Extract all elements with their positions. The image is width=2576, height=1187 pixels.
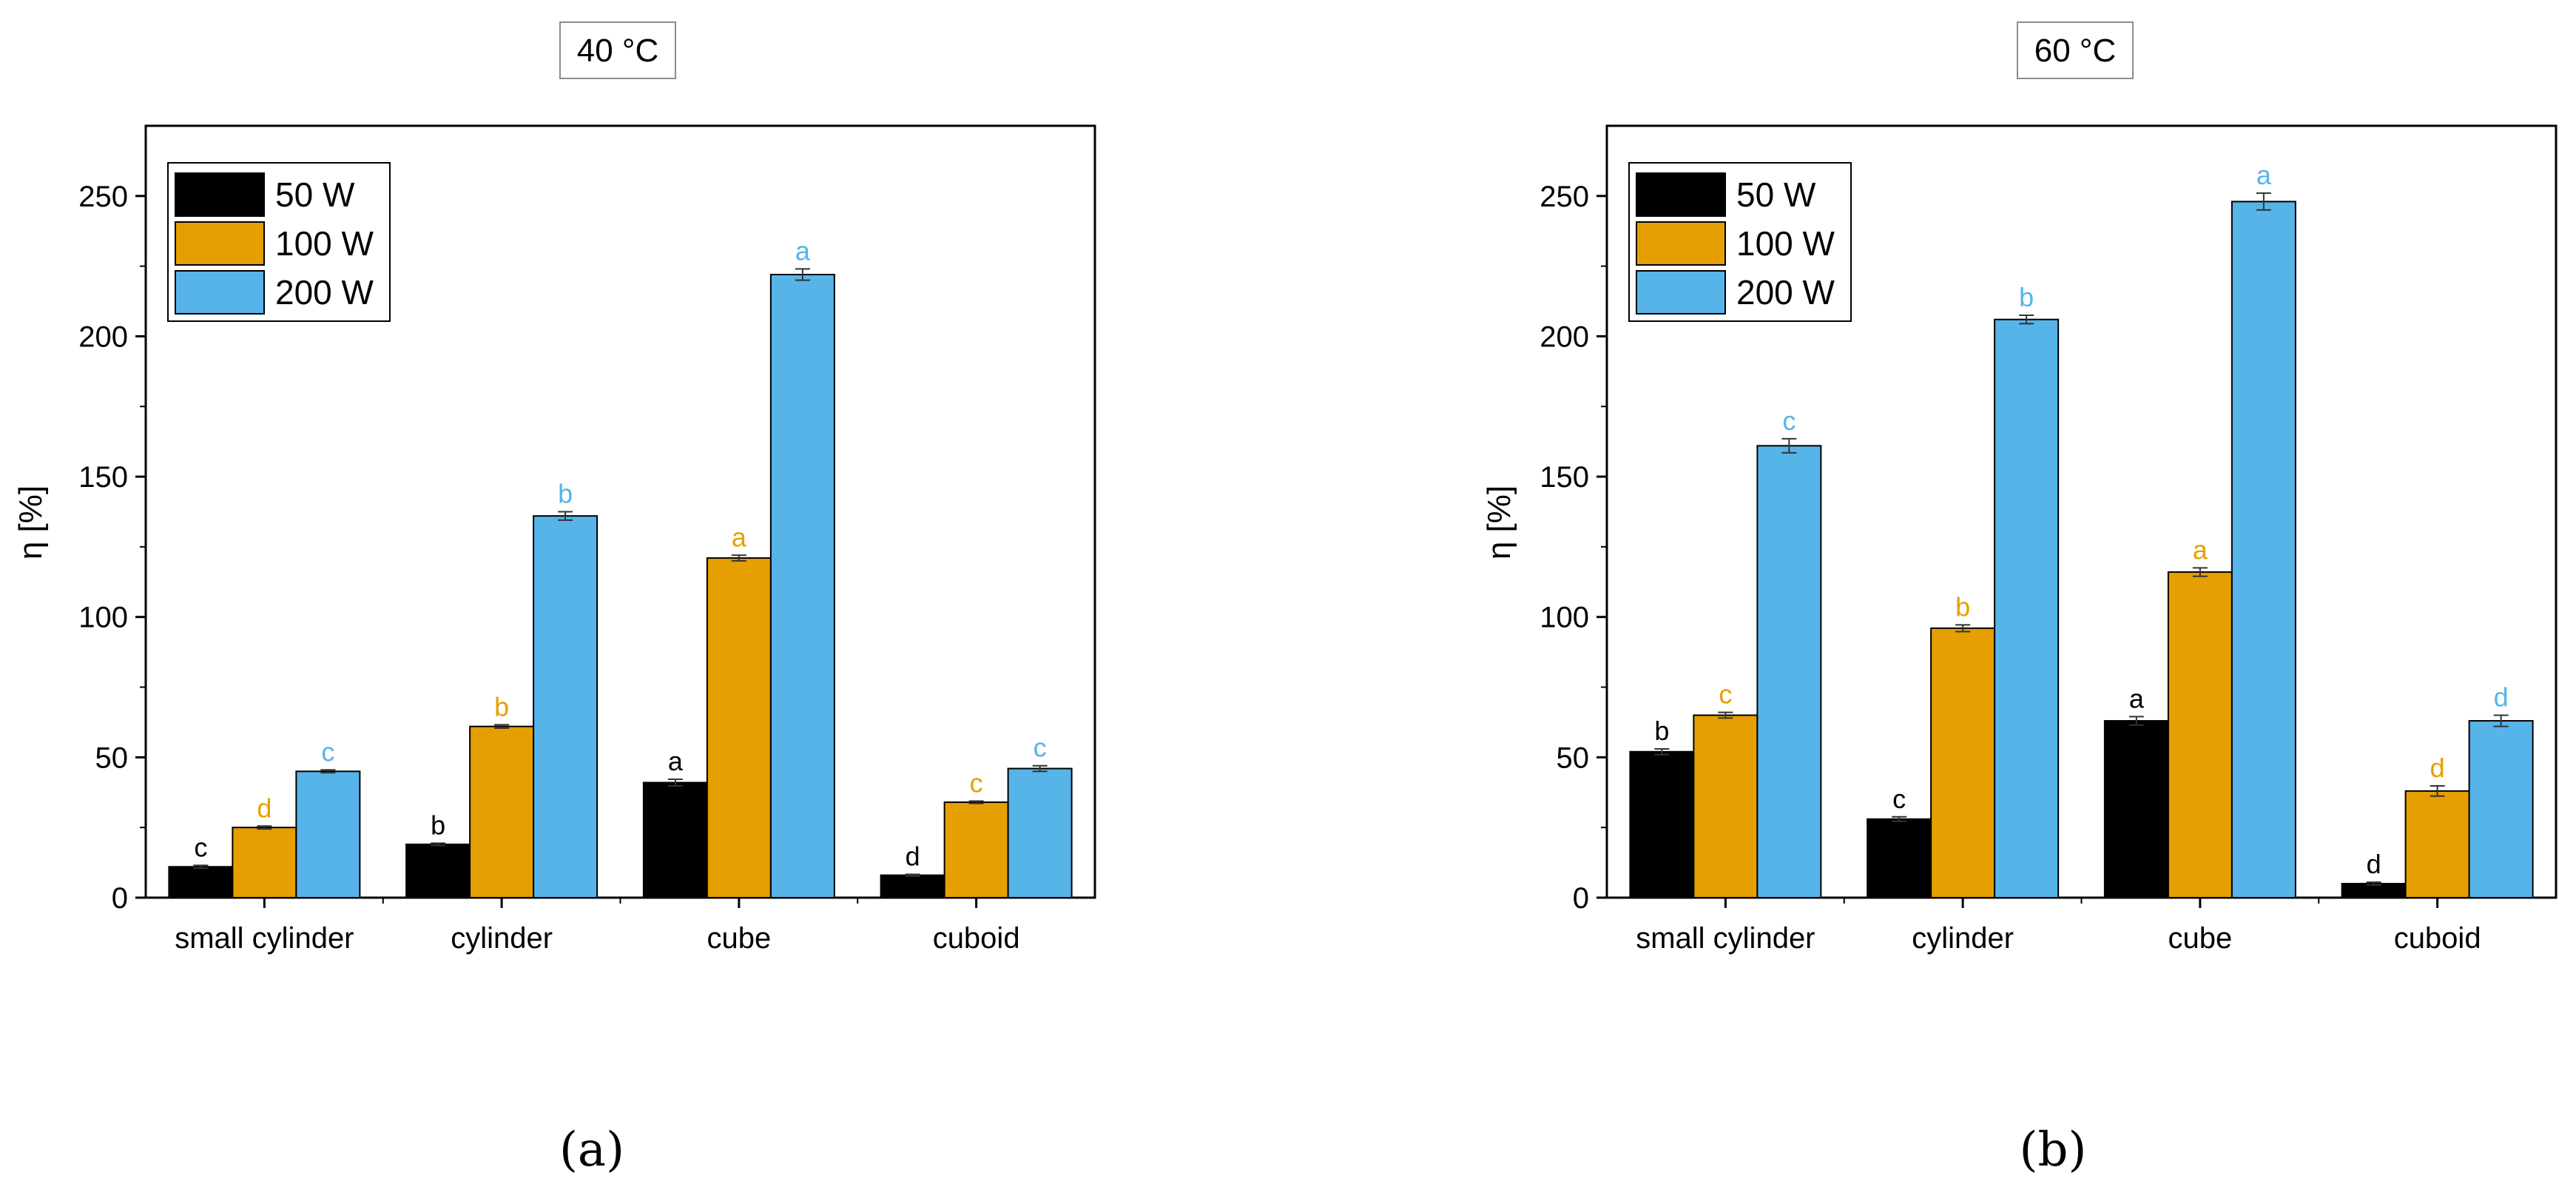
bar-100w-cylinder	[469, 725, 535, 898]
panel-label: (b)	[2020, 1123, 2087, 1177]
y-tick-label: 200	[1540, 320, 1589, 353]
significance-letter: d	[257, 793, 272, 823]
legend-label: 50 W	[275, 175, 355, 214]
bar-200w-small-cylinder	[295, 770, 361, 898]
bar-50w-small-cylinder	[168, 866, 234, 899]
y-tick-label: 100	[1540, 602, 1589, 634]
chart-panel-b: 60 °C 0 50 100 150 200 250 η [%] small cylinder b…	[1481, 21, 2558, 1177]
significance-letter: d	[906, 841, 920, 872]
bar-50w-cylinder	[405, 843, 471, 899]
significance-letter: d	[2430, 753, 2445, 783]
legend-label: 100 W	[1736, 224, 1835, 263]
bar-100w-cuboid	[2404, 790, 2470, 898]
significance-letter: b	[1654, 716, 1669, 746]
significance-letter: a	[668, 746, 684, 776]
y-tick-label: 250	[1540, 181, 1589, 213]
significance-letter: c	[1892, 784, 1906, 814]
bar-100w-cube	[2167, 571, 2233, 898]
bar-100w-cuboid	[943, 801, 1009, 898]
x-category-label: cuboid	[933, 922, 1020, 955]
bar-50w-cube	[642, 781, 708, 898]
y-tick-label: 150	[1540, 461, 1589, 494]
y-tick-label: 250	[78, 181, 128, 213]
x-category-label: cube	[707, 922, 772, 955]
bar-50w-cuboid	[880, 874, 945, 899]
bar-100w-cube	[706, 557, 772, 899]
bar-200w-cuboid	[2468, 720, 2534, 898]
bar-200w-cuboid	[1007, 767, 1073, 898]
significance-letter: c	[1034, 733, 1047, 763]
legend-swatch-100w	[175, 221, 265, 266]
legend-label: 50 W	[1736, 175, 1816, 214]
bar-200w-cylinder	[533, 515, 599, 898]
significance-letter: a	[732, 522, 747, 552]
chart-panel-a: 40 °C 0 50 100 150 200 250 η [%] small cylinder c…	[13, 21, 1096, 1177]
legend-swatch-100w	[1636, 221, 1726, 266]
significance-letter: a	[795, 235, 811, 266]
y-tick-label: 0	[1573, 882, 1589, 915]
y-tick-label: 50	[95, 742, 129, 774]
significance-letter: b	[1955, 591, 1970, 622]
legend-swatch-50w	[175, 172, 265, 217]
bar-50w-cube	[2103, 720, 2169, 898]
y-tick-label: 200	[78, 320, 128, 353]
legend-swatch-200w	[1636, 270, 1726, 315]
y-axis-label: η [%]	[1481, 485, 1517, 559]
x-category-label: small cylinder	[1636, 922, 1815, 955]
bar-50w-small-cylinder	[1629, 750, 1695, 899]
significance-letter: a	[2193, 534, 2208, 565]
significance-letter: c	[970, 768, 983, 798]
bar-100w-small-cylinder	[232, 827, 297, 898]
bar-200w-cube	[2231, 201, 2296, 898]
chart-title-box	[2017, 21, 2134, 79]
x-category-label: cylinder	[451, 922, 553, 955]
significance-letter: b	[431, 810, 445, 840]
significance-letter: b	[558, 479, 573, 509]
legend-label: 200 W	[1736, 273, 1835, 312]
significance-letter: c	[194, 832, 207, 862]
y-tick-label: 50	[1557, 742, 1590, 774]
significance-letter: c	[1719, 679, 1732, 710]
significance-letter: b	[2019, 282, 2034, 312]
significance-letter: d	[2494, 682, 2509, 712]
legend-label: 100 W	[275, 224, 374, 263]
x-category-label: small cylinder	[175, 922, 354, 955]
legend-swatch-200w	[175, 270, 265, 315]
significance-letter: a	[2129, 683, 2145, 713]
bar-50w-cylinder	[1867, 818, 1932, 898]
panel-label: (a)	[559, 1123, 624, 1177]
chart-title: 60 °C	[2034, 33, 2117, 69]
x-category-label: cylinder	[1912, 922, 2014, 955]
significance-letter: b	[494, 691, 509, 722]
legend-swatch-50w	[1636, 172, 1726, 217]
x-category-label: cube	[2168, 922, 2233, 955]
bar-100w-cylinder	[1930, 627, 1996, 898]
y-tick-label: 0	[112, 882, 128, 915]
bar-200w-small-cylinder	[1756, 445, 1822, 898]
x-category-label: cuboid	[2394, 922, 2481, 955]
significance-letter: c	[1782, 406, 1796, 436]
chart-title-box	[559, 21, 676, 79]
y-tick-label: 150	[78, 461, 128, 494]
bar-200w-cylinder	[1994, 318, 2060, 898]
bar-200w-cube	[769, 274, 835, 899]
significance-letter: d	[2367, 849, 2381, 879]
significance-letter: c	[321, 736, 334, 767]
significance-letter: a	[2256, 160, 2272, 190]
chart-title: 40 °C	[577, 33, 659, 69]
y-tick-label: 100	[78, 602, 128, 634]
y-axis-label: η [%]	[13, 485, 49, 559]
legend-label: 200 W	[275, 273, 374, 312]
bar-100w-small-cylinder	[1693, 714, 1759, 898]
